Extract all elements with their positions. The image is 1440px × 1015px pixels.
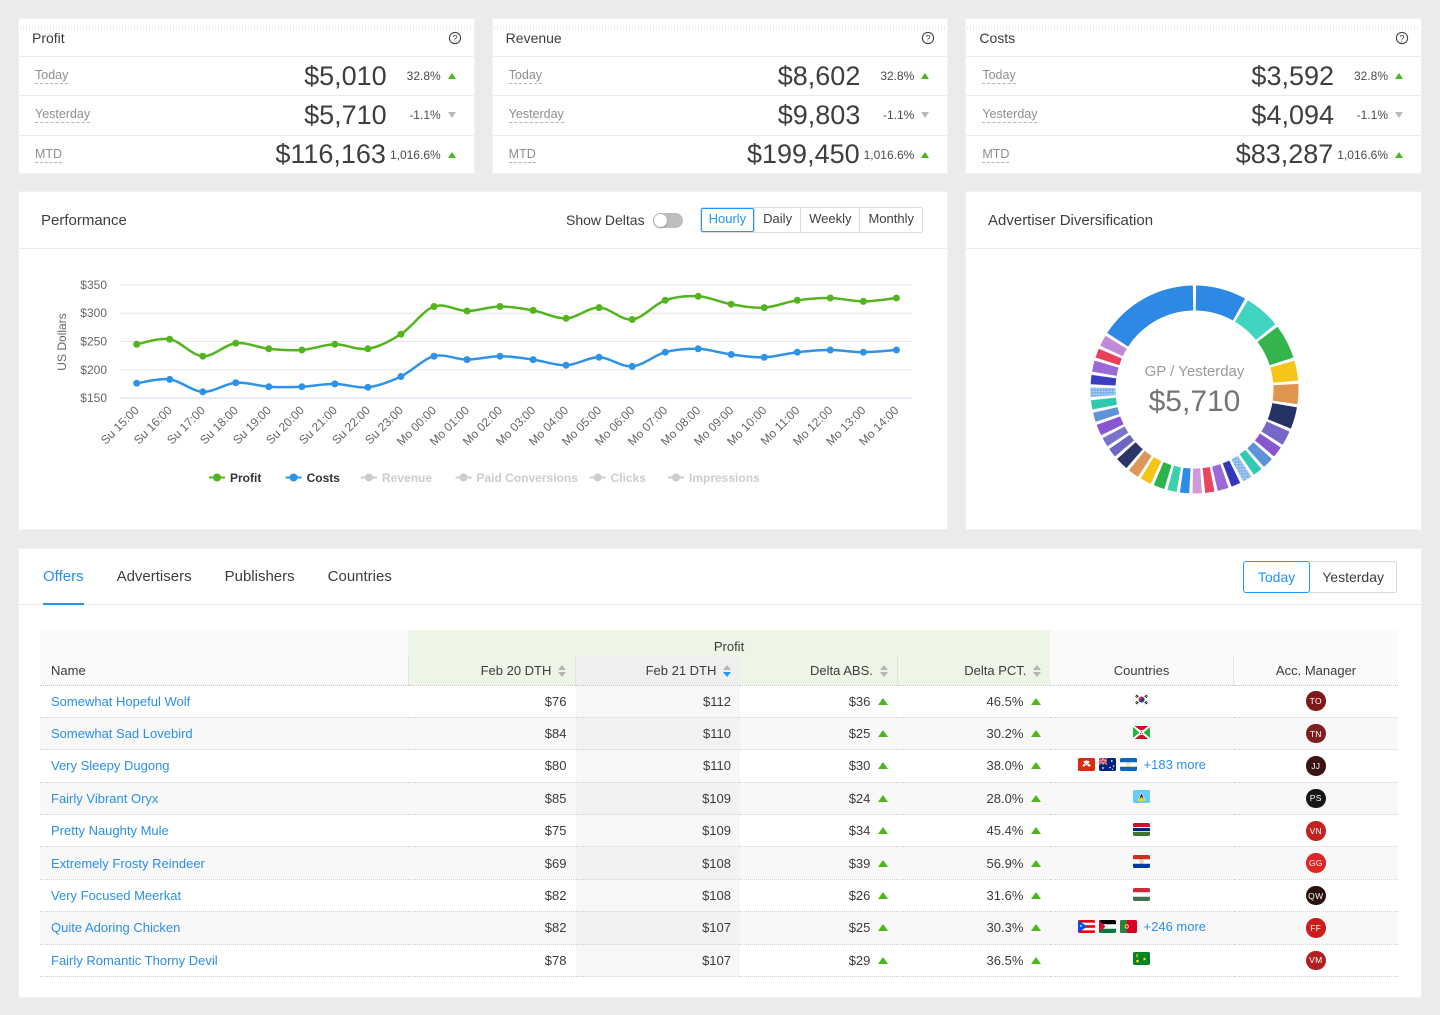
svg-text:Revenue: Revenue (382, 471, 432, 485)
svg-text:US Dollars: US Dollars (55, 313, 69, 370)
svg-text:GP / Yesterday: GP / Yesterday (1145, 363, 1245, 380)
svg-text:$250: $250 (80, 335, 107, 349)
svg-text:$300: $300 (80, 306, 107, 320)
svg-text:$200: $200 (80, 363, 107, 377)
svg-text:Costs: Costs (307, 471, 341, 485)
svg-text:$5,710: $5,710 (1149, 385, 1241, 418)
svg-text:$350: $350 (80, 278, 107, 292)
svg-text:Profit: Profit (230, 471, 261, 485)
svg-text:Impressions: Impressions (689, 471, 760, 485)
svg-text:?: ? (926, 33, 931, 43)
svg-text:Clicks: Clicks (611, 471, 647, 485)
svg-text:$150: $150 (80, 391, 107, 405)
svg-text:Paid Conversions: Paid Conversions (477, 471, 579, 485)
svg-text:?: ? (452, 33, 457, 43)
svg-text:?: ? (1400, 33, 1405, 43)
